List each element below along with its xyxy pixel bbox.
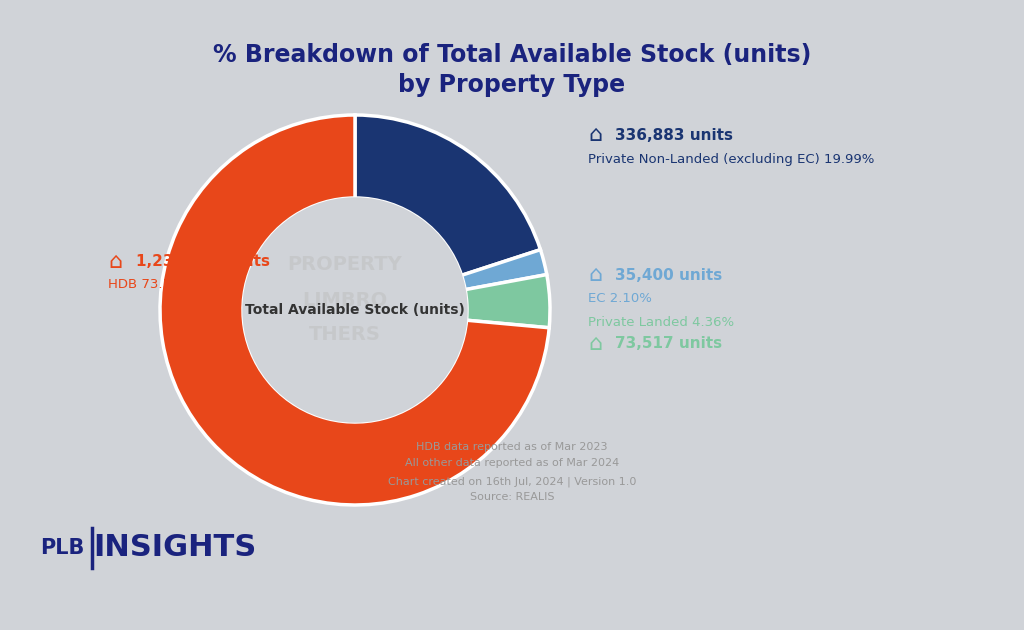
Wedge shape (355, 115, 541, 275)
Wedge shape (462, 249, 547, 290)
Text: Chart created on 16th Jul, 2024 | Version 1.0: Chart created on 16th Jul, 2024 | Versio… (388, 477, 636, 487)
Wedge shape (465, 275, 550, 328)
Text: ⌂: ⌂ (588, 125, 602, 145)
Text: by Property Type: by Property Type (398, 73, 626, 97)
Text: LIMBRO: LIMBRO (302, 290, 388, 309)
Text: 336,883 units: 336,883 units (615, 127, 733, 142)
Text: 1,239,174 units: 1,239,174 units (136, 255, 270, 270)
Text: EC 2.10%: EC 2.10% (588, 292, 652, 304)
Text: ⌂: ⌂ (588, 265, 602, 285)
Text: Private Landed 4.36%: Private Landed 4.36% (588, 316, 734, 328)
Text: Private Non-Landed (excluding EC) 19.99%: Private Non-Landed (excluding EC) 19.99% (588, 152, 874, 166)
Wedge shape (160, 115, 549, 505)
Text: All other data reported as of Mar 2024: All other data reported as of Mar 2024 (404, 458, 620, 468)
Text: PLB: PLB (40, 538, 84, 558)
Text: Total Available Stock (units): Total Available Stock (units) (245, 303, 465, 317)
Text: ⌂: ⌂ (588, 334, 602, 354)
Circle shape (243, 198, 467, 422)
Text: 73,517 units: 73,517 units (615, 336, 722, 352)
Text: THERS: THERS (309, 326, 381, 345)
Text: ⌂: ⌂ (108, 252, 122, 272)
Text: PROPERTY: PROPERTY (288, 256, 402, 275)
Text: % Breakdown of Total Available Stock (units): % Breakdown of Total Available Stock (un… (213, 43, 811, 67)
Text: HDB 73.54%: HDB 73.54% (108, 278, 193, 292)
Text: 35,400 units: 35,400 units (615, 268, 722, 282)
Text: Source: REALIS: Source: REALIS (470, 492, 554, 502)
Text: INSIGHTS: INSIGHTS (93, 534, 257, 563)
Text: HDB data reported as of Mar 2023: HDB data reported as of Mar 2023 (416, 442, 608, 452)
